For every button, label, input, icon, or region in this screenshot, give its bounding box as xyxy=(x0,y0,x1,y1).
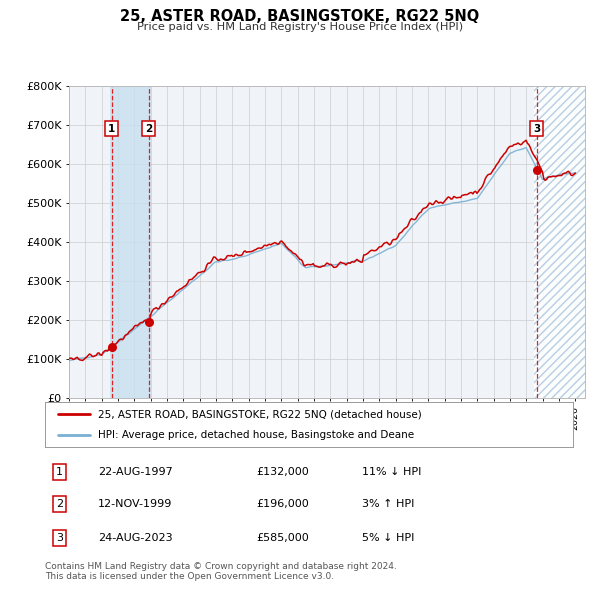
Text: 1: 1 xyxy=(56,467,63,477)
Bar xyxy=(110,86,151,398)
Text: 3: 3 xyxy=(56,533,63,543)
Text: 12-NOV-1999: 12-NOV-1999 xyxy=(98,499,172,509)
Text: £196,000: £196,000 xyxy=(256,499,309,509)
Text: 3: 3 xyxy=(533,123,541,133)
Text: 2: 2 xyxy=(145,123,152,133)
Text: HPI: Average price, detached house, Basingstoke and Deane: HPI: Average price, detached house, Basi… xyxy=(98,430,414,440)
Bar xyxy=(535,86,585,398)
Text: 5% ↓ HPI: 5% ↓ HPI xyxy=(362,533,414,543)
Text: 25, ASTER ROAD, BASINGSTOKE, RG22 5NQ: 25, ASTER ROAD, BASINGSTOKE, RG22 5NQ xyxy=(121,9,479,24)
Text: 3% ↑ HPI: 3% ↑ HPI xyxy=(362,499,414,509)
Text: Contains HM Land Registry data © Crown copyright and database right 2024.
This d: Contains HM Land Registry data © Crown c… xyxy=(45,562,397,581)
Text: 11% ↓ HPI: 11% ↓ HPI xyxy=(362,467,421,477)
Text: 1: 1 xyxy=(108,123,115,133)
Text: £132,000: £132,000 xyxy=(256,467,309,477)
Text: 2: 2 xyxy=(56,499,64,509)
Text: 25, ASTER ROAD, BASINGSTOKE, RG22 5NQ (detached house): 25, ASTER ROAD, BASINGSTOKE, RG22 5NQ (d… xyxy=(98,409,422,419)
Bar xyxy=(535,86,585,398)
Text: £585,000: £585,000 xyxy=(256,533,309,543)
Text: 24-AUG-2023: 24-AUG-2023 xyxy=(98,533,172,543)
Text: 22-AUG-1997: 22-AUG-1997 xyxy=(98,467,173,477)
Text: Price paid vs. HM Land Registry's House Price Index (HPI): Price paid vs. HM Land Registry's House … xyxy=(137,22,463,32)
